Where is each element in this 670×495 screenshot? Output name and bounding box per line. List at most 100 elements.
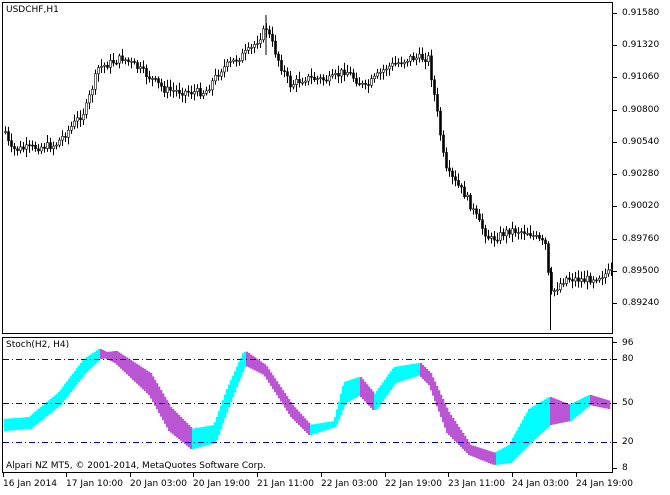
axis-tick (613, 174, 617, 175)
stoch-band-up (20, 417, 23, 430)
stoch-band-down (452, 418, 455, 439)
candle-body (460, 185, 463, 188)
stoch-band-up (578, 400, 581, 415)
candle-body (511, 228, 514, 235)
candle-body (286, 71, 289, 77)
stoch-band-down (268, 369, 271, 383)
stoch-band-up (508, 445, 511, 464)
candle-body (274, 40, 277, 55)
stoch-band-up (22, 417, 25, 430)
candle-body (187, 90, 190, 93)
candle-body (340, 69, 343, 77)
candle-body (514, 228, 517, 233)
stoch-band-up (416, 363, 419, 377)
candle-body (178, 89, 181, 94)
stoch-band-up (574, 402, 577, 418)
candle-body (319, 77, 322, 79)
stoch-band-down (120, 353, 123, 369)
stoch-band-up (54, 395, 57, 410)
candle-body (295, 79, 298, 85)
axis-tick (613, 239, 617, 240)
stoch-band-up (312, 424, 315, 435)
stoch-band-up (210, 425, 213, 445)
stoch-band-up (220, 405, 223, 430)
candle-body (430, 55, 433, 81)
candle-body (106, 64, 109, 68)
stoch-band-down (166, 400, 169, 428)
stoch-band-down (464, 436, 467, 451)
symbol-timeframe-label: USDCHF,H1 (6, 5, 59, 15)
candle-body (535, 235, 538, 237)
stoch-band-up (408, 364, 411, 379)
stoch-band-down (104, 351, 107, 359)
stoch-band-down (430, 373, 433, 391)
candle-body (208, 89, 211, 92)
stoch-band-up (236, 366, 239, 388)
stoch-band-down (102, 350, 105, 359)
stoch-band-up (576, 401, 579, 417)
candle-body (223, 66, 226, 73)
stoch-band-up (62, 386, 65, 403)
candle-body (73, 120, 76, 127)
stoch-band-up (530, 407, 533, 443)
candle-body (214, 74, 217, 82)
time-axis-label: 22 Jan 03:00 (321, 479, 378, 489)
candle-body (79, 117, 82, 121)
candle-body (133, 61, 136, 63)
candle-body (217, 74, 220, 77)
stoch-band-down (480, 448, 483, 460)
stoch-band-down (168, 403, 171, 431)
candle-body (124, 59, 127, 62)
axis-tick (3, 473, 4, 477)
stoch-band-up (510, 441, 513, 463)
candle-body (94, 73, 97, 90)
stoch-band-up (526, 412, 529, 447)
candle-body (25, 144, 28, 150)
candle-body (472, 208, 475, 211)
candle-body (253, 44, 256, 48)
stoch-band-down (132, 361, 135, 380)
stoch-band-up (380, 385, 383, 404)
stoch-band-down (298, 411, 301, 425)
candle-body (226, 61, 229, 67)
stoch-band-up (410, 364, 413, 379)
candle-body (349, 72, 352, 74)
stoch-band-down (484, 449, 487, 462)
candle-body (457, 180, 460, 186)
stoch-band-down (154, 379, 157, 406)
stoch-band-up (528, 409, 531, 445)
time-axis-label: 21 Jan 11:00 (257, 479, 314, 489)
stoch-band-up (94, 351, 97, 365)
stoch-band-down (292, 405, 295, 419)
candle-body (385, 68, 388, 71)
stoch-band-down (156, 383, 159, 410)
candle-body (262, 28, 265, 41)
price-axis-label: 0.90540 (622, 137, 660, 147)
stoch-band-down (488, 450, 491, 463)
stoch-band-down (182, 419, 185, 443)
candle-body (376, 72, 379, 77)
candle-body (100, 66, 103, 68)
axis-tick (613, 77, 617, 78)
stoch-band-down (552, 397, 555, 425)
candle-body (391, 62, 394, 67)
candle-body (52, 145, 55, 149)
axis-tick (257, 473, 258, 477)
stoch-band-down (592, 395, 595, 406)
stoch-band-up (520, 423, 523, 453)
candle-body (157, 78, 160, 84)
stoch-band-up (30, 415, 33, 429)
stoch-band-up (244, 351, 247, 368)
price-chart-pane[interactable] (2, 2, 613, 334)
stoch-band-down (450, 415, 453, 437)
axis-tick (512, 473, 513, 477)
axis-tick (613, 303, 617, 304)
stoch-band-up (76, 368, 79, 385)
stoch-band-up (10, 418, 13, 431)
candle-body (109, 59, 112, 68)
candle-body (76, 117, 79, 122)
stoch-band-up (544, 399, 547, 431)
candle-body (160, 82, 163, 87)
stoch-band-up (240, 357, 243, 378)
